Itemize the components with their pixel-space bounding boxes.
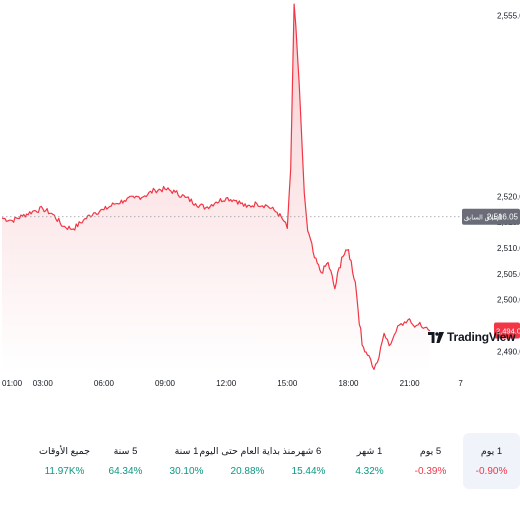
period-tab[interactable]: 1 يوم -0.90% — [463, 433, 520, 489]
period-change-value: 11.97K% — [44, 465, 85, 477]
tradingview-logo-text: TradingView — [447, 330, 516, 344]
x-axis-tick-label: 09:00 — [155, 379, 176, 388]
period-tab[interactable]: 5 يوم -0.39% — [402, 433, 459, 489]
period-change-value: -0.39% — [414, 465, 447, 477]
period-label: 5 يوم — [419, 445, 442, 457]
tradingview-logo: TradingView — [428, 330, 515, 344]
period-change-value: -0.90% — [475, 465, 508, 477]
x-axis-tick-label: 15:00 — [277, 379, 298, 388]
previous-close-value: 2,516.05 — [487, 213, 519, 222]
period-change-value: 30.10% — [169, 465, 204, 477]
previous-close-label: الإغلاق السابق — [464, 215, 503, 222]
y-axis-tick-label: 2,555.00 — [497, 12, 520, 21]
x-axis-tick-label: 01:00 — [2, 379, 23, 388]
price-line — [1, 3, 431, 370]
tradingview-logo-icon — [428, 331, 444, 343]
period-label: 6 شهر — [295, 445, 322, 457]
last-price-value: 2,494.04 — [496, 326, 520, 335]
x-axis-tick-label: 06:00 — [94, 379, 115, 388]
period-tab[interactable]: جميع الأوقات 11.97K% — [36, 433, 93, 489]
x-axis-tick-label: 18:00 — [338, 379, 359, 388]
period-change-value: 64.34% — [108, 465, 143, 477]
price-chart[interactable]: 2,555.002,520.002,515.002,510.002,505.00… — [0, 0, 520, 395]
x-axis-tick-label: 21:00 — [400, 379, 421, 388]
performance-periods: 1 يوم -0.90% 5 يوم -0.39% 1 شهر 4.32% 6 شهر 15.… — [0, 433, 520, 513]
period-tab[interactable]: 6 شهر 15.44% — [280, 433, 337, 489]
period-change-value: 15.44% — [291, 465, 326, 477]
y-axis-tick-label: 2,490.00 — [497, 347, 520, 356]
y-axis-tick-label: 2,505.00 — [497, 270, 520, 279]
price-area-fill — [2, 4, 430, 372]
period-tab[interactable]: منذ بداية العام حتى اليوم 20.88% — [199, 433, 295, 489]
y-axis-tick-label: 2,510.00 — [497, 244, 520, 253]
period-change-value: 4.32% — [355, 465, 384, 477]
period-label: 1 يوم — [480, 445, 503, 457]
last-price-tag: 2,494.04 — [494, 322, 520, 339]
period-label: 1 سنة — [174, 445, 199, 457]
x-axis-tick-label: 12:00 — [216, 379, 237, 388]
chart-canvas[interactable]: 2,555.002,520.002,515.002,510.002,505.00… — [0, 0, 520, 395]
x-axis-tick-label: 7 — [458, 379, 463, 388]
y-axis-tick-label: 2,520.00 — [497, 192, 520, 201]
period-tab[interactable]: 1 شهر 4.32% — [341, 433, 398, 489]
period-label: منذ بداية العام حتى اليوم — [199, 445, 296, 457]
y-axis-tick-label: 2,500.00 — [497, 296, 520, 305]
period-label: جميع الأوقات — [39, 445, 90, 457]
period-label: 5 سنة — [113, 445, 138, 457]
period-change-value: 20.88% — [230, 465, 265, 477]
period-tab[interactable]: 5 سنة 64.34% — [97, 433, 154, 489]
x-axis-tick-label: 03:00 — [33, 379, 54, 388]
period-tab[interactable]: 1 سنة 30.10% — [158, 433, 215, 489]
period-label: 1 شهر — [356, 445, 383, 457]
